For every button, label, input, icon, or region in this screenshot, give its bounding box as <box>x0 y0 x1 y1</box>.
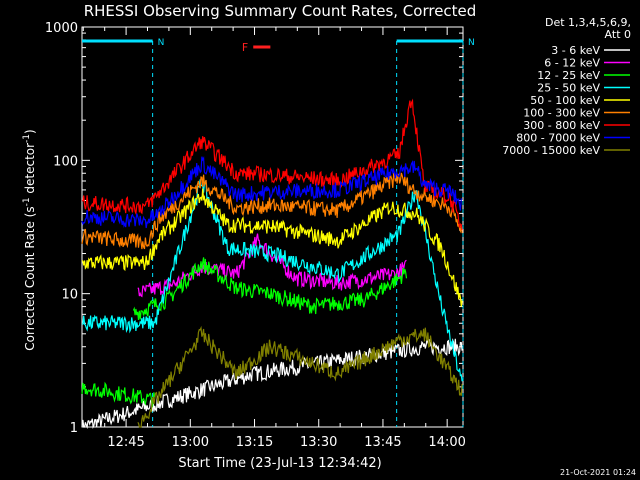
y-tick-label: 1 <box>70 421 78 436</box>
series-line-8 <box>137 325 463 428</box>
y-tick-label: 1000 <box>45 21 78 36</box>
chart-title: RHESSI Observing Summary Count Rates, Co… <box>84 2 477 20</box>
night-flag-label: N <box>468 38 475 48</box>
legend-title: Att 0 <box>605 28 631 41</box>
legend-entry-label: 50 - 100 keV <box>530 94 600 107</box>
y-tick-label: 100 <box>53 154 78 169</box>
x-tick-label: 13:15 <box>236 435 273 450</box>
legend-title: Det 1,3,4,5,6,9, <box>545 16 631 29</box>
series-line-5 <box>81 172 463 250</box>
legend-entry-label: 3 - 6 keV <box>551 44 600 57</box>
legend-entry-label: 300 - 800 keV <box>523 119 600 132</box>
legend-entry-label: 7000 - 15000 keV <box>502 144 600 157</box>
series-line-6 <box>81 98 463 231</box>
y-axis-label-end: ) <box>23 129 37 134</box>
series-line-1 <box>137 233 407 298</box>
series-line-2 <box>81 381 156 408</box>
y-axis-label-sup1: -1 <box>22 197 32 206</box>
y-axis-label: Corrected Count Rate (s-1 detector-1) <box>22 129 37 350</box>
legend-entry-label: 800 - 7000 keV <box>516 132 600 145</box>
x-axis-label: Start Time (23-Jul-13 12:34:42) <box>178 456 381 471</box>
y-axis-label-main: Corrected Count Rate (s <box>23 206 37 350</box>
legend-entry-label: 25 - 50 keV <box>537 82 600 95</box>
night-flag-label: N <box>158 38 165 48</box>
y-tick-label: 10 <box>61 288 78 303</box>
series-line-2 <box>132 257 408 320</box>
x-tick-label: 13:30 <box>300 435 337 450</box>
x-tick-label: 12:45 <box>107 435 144 450</box>
plot-area: 1 10 100 1000 12:45 13:00 13:15 13:30 13:45 14:00… <box>45 21 475 450</box>
series-line-4 <box>81 188 463 307</box>
y-axis-label-sup2: -1 <box>22 134 32 143</box>
flare-flag-label: F <box>242 41 248 54</box>
legend-entry-label: 6 - 12 keV <box>544 57 600 70</box>
x-tick-label: 13:45 <box>364 435 401 450</box>
footer-timestamp: 21-Oct-2021 01:24 <box>560 468 636 477</box>
y-axis-label-mid: detector <box>23 143 37 198</box>
x-tick-label: 13:00 <box>172 435 209 450</box>
legend-entry-label: 100 - 300 keV <box>523 107 600 120</box>
legend-entry-label: 12 - 25 keV <box>537 69 600 82</box>
series-line-3 <box>81 179 463 382</box>
series-line-7 <box>81 156 463 229</box>
x-tick-label: 14:00 <box>428 435 465 450</box>
